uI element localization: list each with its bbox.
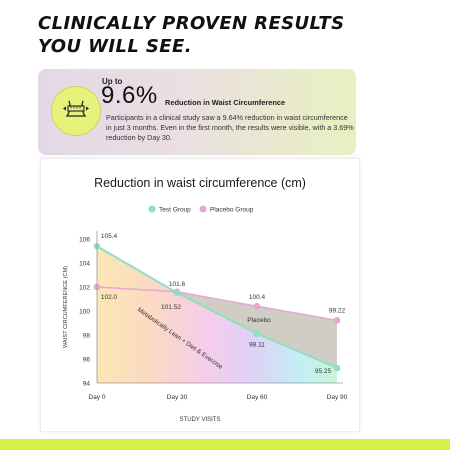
chart-card: Reduction in waist circumference (cm) Te… <box>40 158 360 432</box>
y-tick-label: 102 <box>79 285 90 292</box>
y-tick-label: 104 <box>79 261 90 268</box>
legend-marker-test <box>148 205 156 213</box>
axes: 94 96 98 100 102 104 106 Day 0 Day 30 Day 60 Day 9… <box>79 231 348 401</box>
y-tick-label: 94 <box>83 381 91 388</box>
test-data-label: 105.4 <box>101 233 118 240</box>
x-tick-label: Day 90 <box>327 394 348 401</box>
test-data-label: 101.52 <box>161 304 181 311</box>
placebo-data-label: 100.4 <box>249 294 266 301</box>
stat-description: Participants in a clinical study saw a 9… <box>106 113 354 142</box>
test-data-label: 95.25 <box>315 368 332 375</box>
placebo-data-point <box>253 302 261 310</box>
headline: CLINICALLY PROVEN RESULTS YOU WILL SEE. <box>38 12 344 58</box>
y-tick-label: 106 <box>79 237 90 244</box>
test-data-point <box>253 330 261 337</box>
headline-line-1: CLINICALLY PROVEN RESULTS <box>38 13 345 34</box>
placebo-difference-area <box>175 291 337 368</box>
stat-label: Reduction in Waist Circumference <box>165 98 286 107</box>
stat-value: 9.6% <box>101 82 158 109</box>
placebo-data-label: 99.22 <box>329 307 346 314</box>
legend-marker-placebo <box>199 205 207 213</box>
y-tick-label: 100 <box>79 309 90 316</box>
bottom-accent-bar <box>0 439 450 450</box>
placebo-data-point <box>333 317 341 324</box>
y-axis-label: WAIST CIRCUMFERENCE (CM) <box>63 266 69 348</box>
chart-title: Reduction in waist circumference (cm) <box>94 176 306 190</box>
x-tick-label: Day 60 <box>247 394 268 401</box>
x-tick-label: Day 0 <box>89 394 106 401</box>
test-series-line <box>96 245 338 369</box>
y-tick-label: 96 <box>83 357 91 364</box>
legend-label-placebo: Placebo Group <box>210 207 254 214</box>
stat-prefix: Up to <box>102 77 123 86</box>
y-tick-label: 98 <box>83 333 91 340</box>
legend-label-test: Test Group <box>159 207 191 214</box>
waist-chart: Reduction in waist circumference (cm) Te… <box>63 176 348 423</box>
placebo-data-label: 102.0 <box>101 294 118 301</box>
legend: Test Group Placebo Group <box>148 205 254 214</box>
x-tick-label: Day 30 <box>167 394 188 401</box>
test-data-point <box>333 364 341 372</box>
x-axis-label: STUDY VISITS <box>180 417 221 423</box>
test-area-fill <box>97 246 337 383</box>
test-data-label: 98.11 <box>249 342 265 349</box>
placebo-data-label: 101.6 <box>169 281 186 288</box>
placebo-series-line <box>96 286 338 322</box>
headline-line-2: YOU WILL SEE. <box>38 36 192 57</box>
stat-card: Up to 9.6% Reduction in Waist Circumfere… <box>38 69 356 155</box>
test-data-point <box>173 289 181 297</box>
waist-measuring-tape-icon <box>51 86 101 136</box>
plot-area: 105.4 101.52 98.11 95.25 102.0 101.6 100.4 99.2… <box>93 233 346 383</box>
placebo-area-annotation: Placebo <box>247 317 271 324</box>
